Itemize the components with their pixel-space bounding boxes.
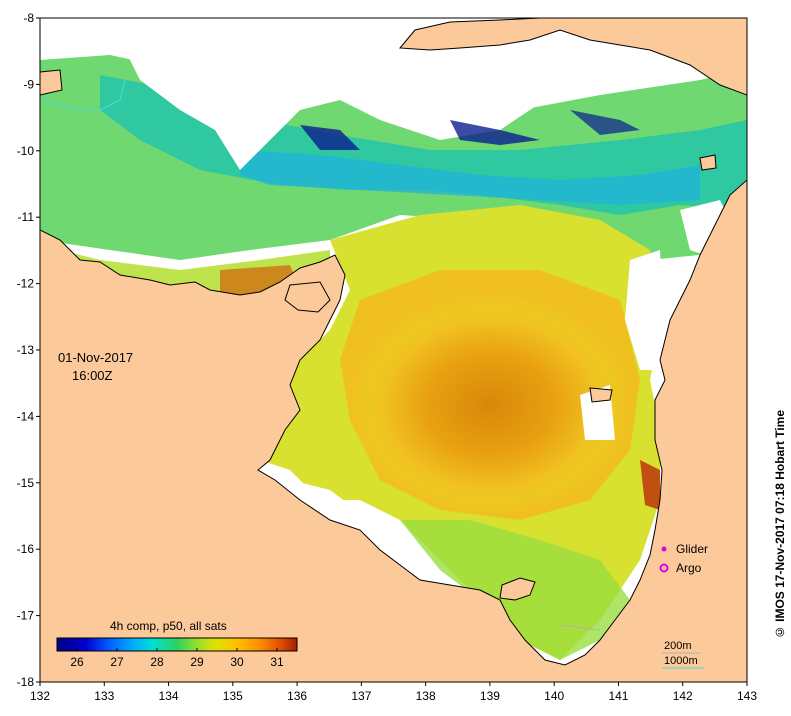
y-tick-label: -14 (17, 409, 35, 423)
land-masses (40, 18, 747, 682)
glider-marker-icon (661, 546, 667, 552)
colorbar-ramp (56, 637, 298, 652)
platform-legend: Glider Argo (659, 542, 708, 575)
colorbar-tick-label: 29 (190, 655, 204, 669)
x-tick-label: 142 (673, 689, 693, 703)
x-tick-label: 135 (223, 689, 243, 703)
contour-legend: 200m 1000m (662, 640, 704, 669)
colorbar-tick-label: 27 (110, 655, 124, 669)
y-tick-label: -16 (17, 542, 35, 556)
credit-text: © IMOS 17-Nov-2017 07:18 Hobart Time (773, 410, 787, 640)
sst-field (40, 18, 747, 682)
x-tick-label: 136 (287, 689, 307, 703)
y-tick-label: -9 (23, 77, 34, 91)
colorbar-tick-label: 31 (270, 655, 284, 669)
y-tick-label: -8 (23, 11, 34, 25)
y-tick-label: -12 (17, 277, 35, 291)
colorbar-tick-label: 26 (70, 655, 84, 669)
timestamp-date: 01-Nov-2017 (58, 350, 133, 365)
colorbar: 4h comp, p50, all sats 26 27 28 29 30 31 (56, 619, 298, 669)
contour-200m-label: 200m (664, 640, 692, 652)
x-tick-label: 139 (480, 689, 500, 703)
bathy-1000m (40, 79, 126, 111)
y-tick-label: -10 (17, 144, 35, 158)
argo-marker-icon (659, 563, 669, 573)
colorbar-tick-label: 30 (230, 655, 244, 669)
x-tick-label: 137 (351, 689, 371, 703)
x-tick-label: 132 (30, 689, 50, 703)
timestamp-time: 16:00Z (72, 368, 113, 383)
legend-glider-label: Glider (676, 542, 708, 556)
colorbar-title: 4h comp, p50, all sats (110, 619, 227, 633)
bathy-200m (559, 624, 601, 631)
x-tick-label: 140 (544, 689, 564, 703)
x-tick-label: 143 (737, 689, 757, 703)
x-tick-label: 133 (94, 689, 114, 703)
y-tick-label: -15 (17, 476, 35, 490)
y-tick-label: -18 (17, 675, 35, 689)
x-axis: 132 133 134 135 136 137 138 139 140 141 142 143 (30, 682, 757, 703)
x-tick-label: 134 (159, 689, 179, 703)
colorbar-tick-label: 28 (150, 655, 164, 669)
y-tick-label: -17 (17, 609, 35, 623)
y-tick-label: -13 (17, 343, 35, 357)
y-axis: -8 -9 -10 -11 -12 -13 -14 -15 -16 -17 -18 (17, 11, 40, 689)
x-tick-label: 141 (608, 689, 628, 703)
colorbar-ticks: 26 27 28 29 30 31 (70, 648, 284, 669)
x-tick-label: 138 (416, 689, 436, 703)
contour-1000m-label: 1000m (664, 655, 698, 667)
y-tick-label: -11 (18, 210, 35, 224)
legend-argo-label: Argo (676, 561, 702, 575)
